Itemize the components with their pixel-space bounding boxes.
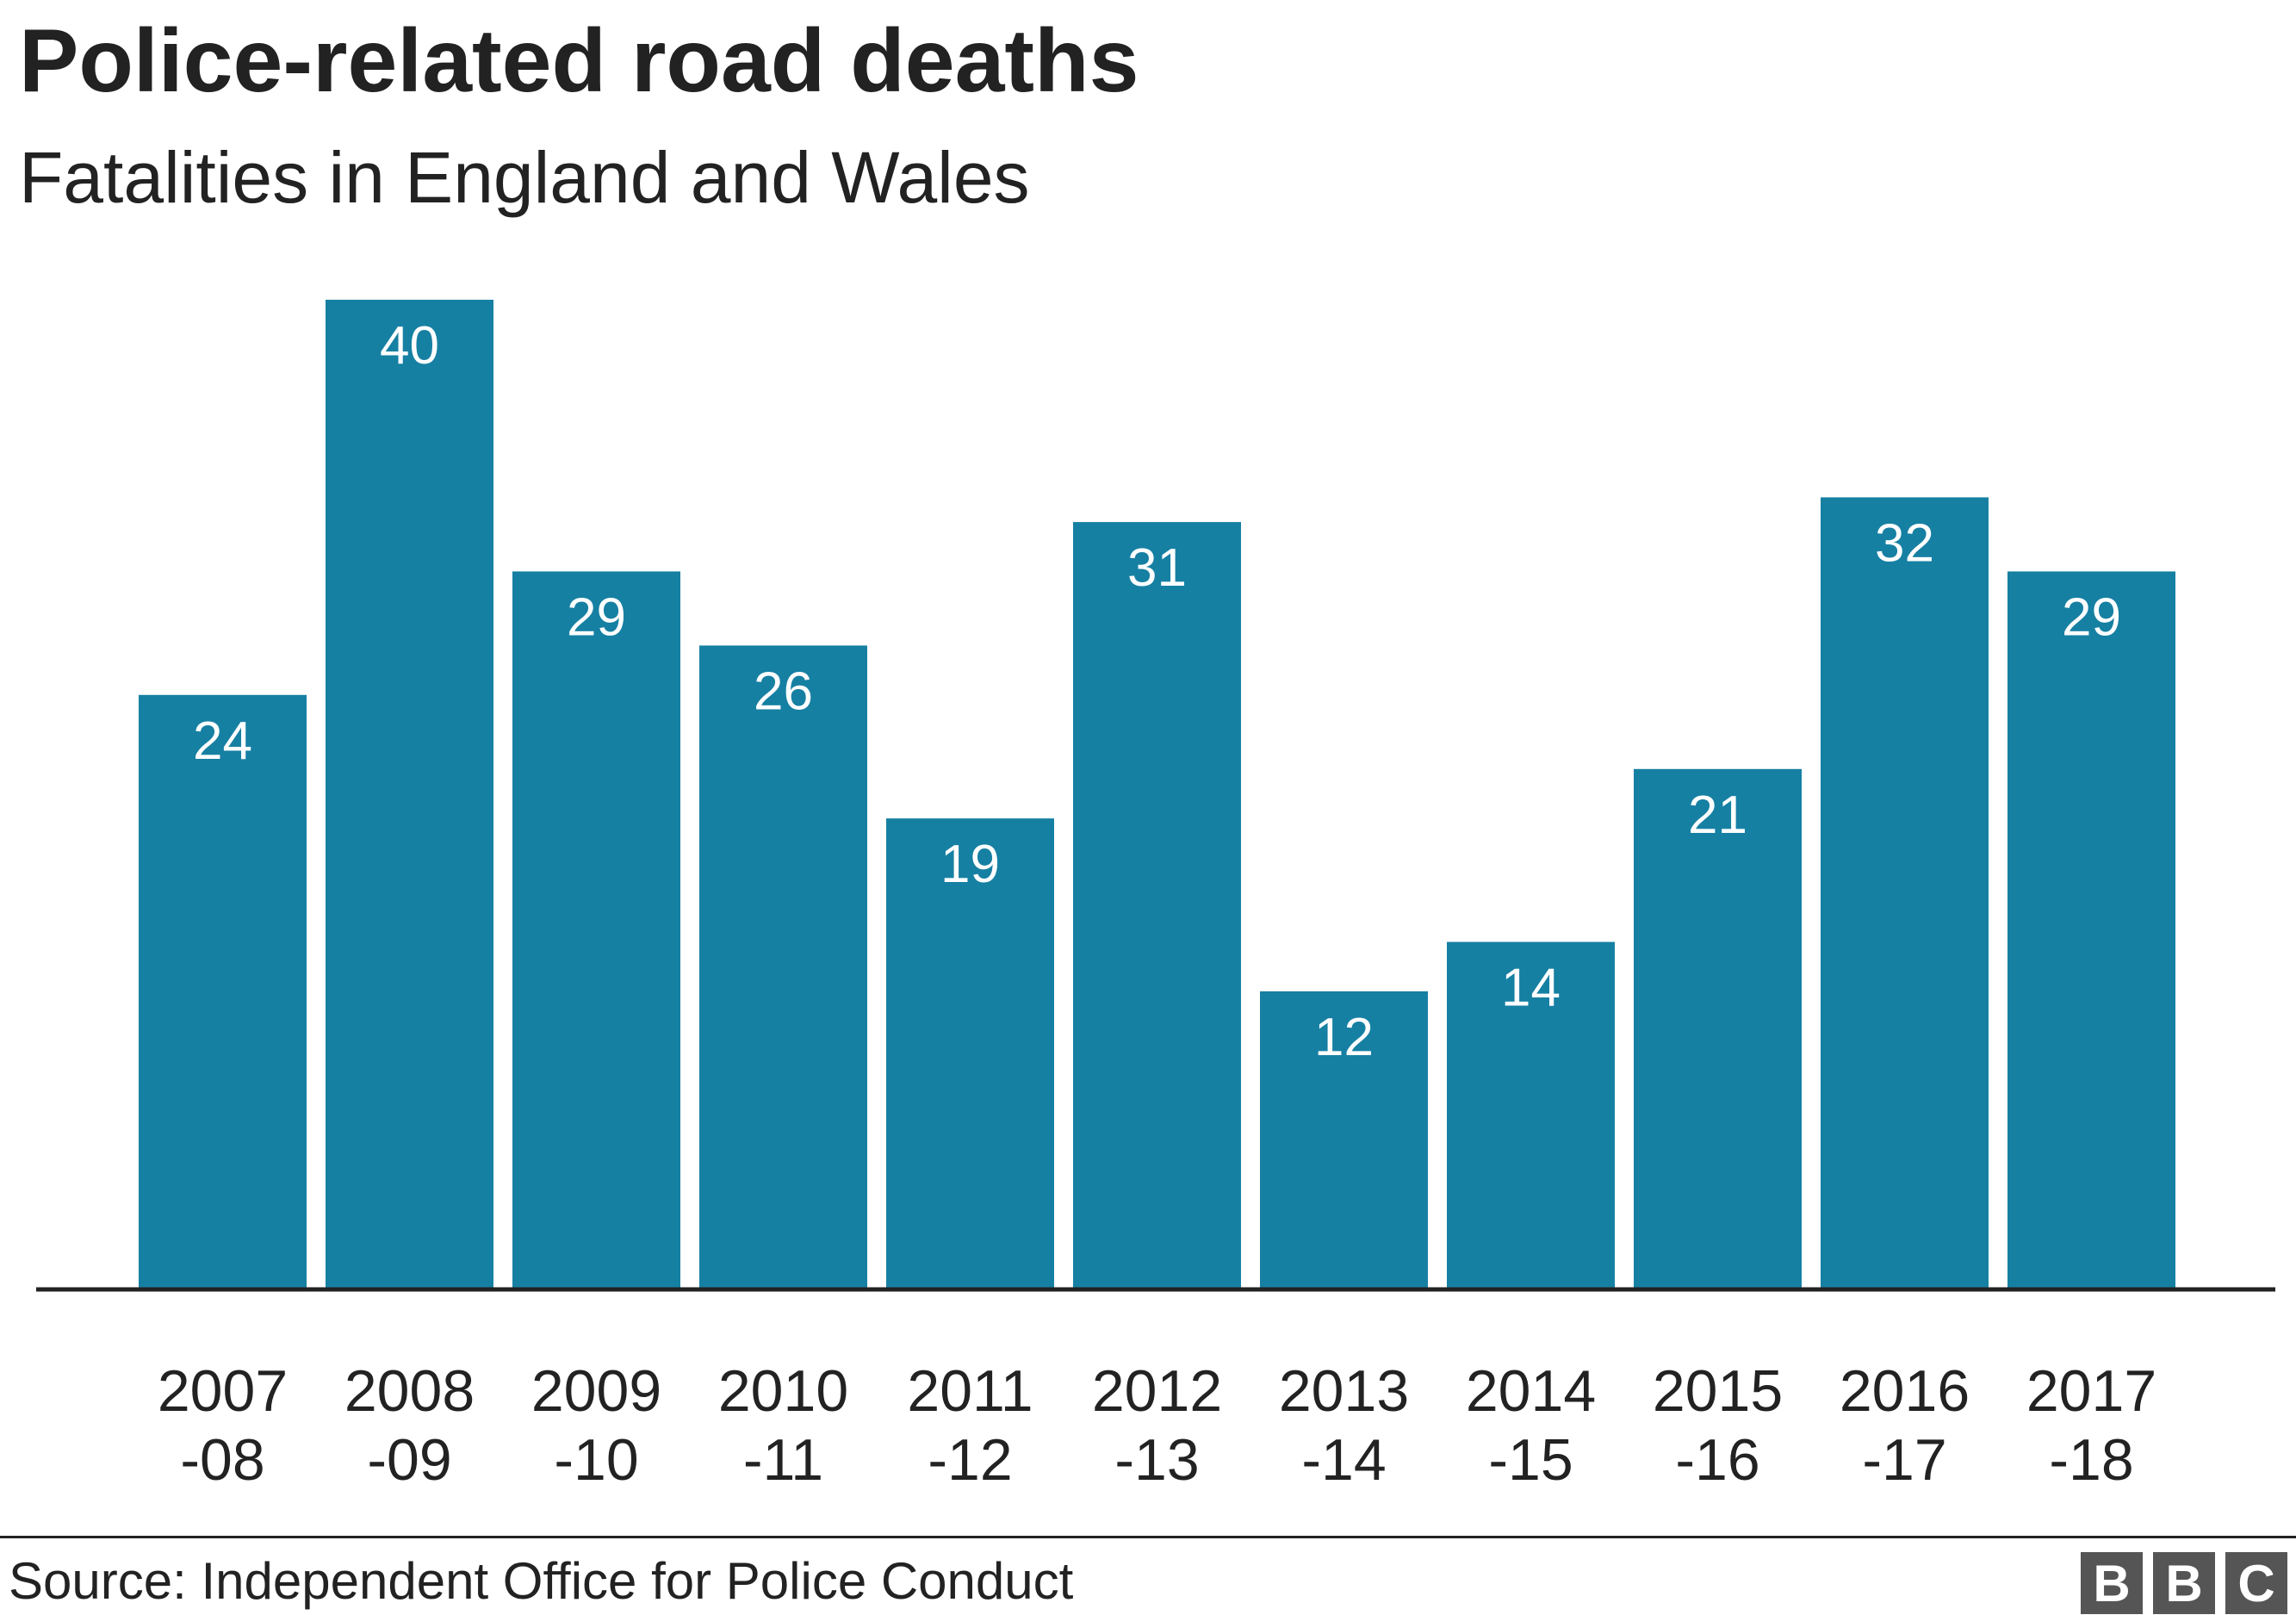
x-tick-label: 2015 -16 — [1653, 1358, 1783, 1493]
bar-2009-10 — [512, 571, 680, 1288]
bar-2017-18 — [2007, 571, 2175, 1288]
bar-2007-08 — [139, 694, 307, 1288]
source-note: Source: Independent Office for Police Co… — [9, 1552, 1074, 1610]
x-tick-label: 2014 -15 — [1466, 1358, 1596, 1493]
bar-2012-13 — [1073, 522, 1241, 1288]
x-tick-label: 2008 -09 — [344, 1358, 475, 1493]
x-tick-labels-group: 2007 -08 2008 -09 2009 -10 2010 -11 2011 -12 2012-… — [158, 1358, 2156, 1493]
bar-value-label: 32 — [1875, 513, 1934, 573]
bar-2011-12 — [886, 818, 1054, 1288]
bar-2015-16 — [1634, 768, 1802, 1288]
x-tick-label: 2016 -17 — [1840, 1358, 1970, 1493]
bbc-logo-letter-1: B — [2081, 1552, 2143, 1614]
bar-value-label: 31 — [1127, 538, 1187, 598]
bar-labels-group: 24 40 29 26 19 31 12 14 21 32 29 — [193, 316, 2121, 1067]
x-tick-label: 2007 -08 — [158, 1358, 288, 1493]
bbc-logo: B B C — [2081, 1552, 2287, 1614]
bbc-logo-letter-3: C — [2225, 1552, 2287, 1614]
bar-value-label: 26 — [754, 662, 813, 721]
x-tick-label: 2010 -11 — [718, 1358, 848, 1493]
x-tick-label: 2012 -13 — [1092, 1358, 1222, 1493]
bar-value-label: 14 — [1501, 959, 1561, 1018]
bar-value-label: 12 — [1314, 1008, 1374, 1067]
bar-2014-15 — [1447, 941, 1615, 1288]
bar-value-label: 29 — [567, 587, 626, 647]
bar-value-label: 40 — [380, 316, 439, 376]
bar-2008-09 — [326, 300, 493, 1288]
x-tick-label: 2011 -12 — [907, 1358, 1033, 1493]
bbc-logo-letter-2: B — [2153, 1552, 2215, 1614]
x-tick-label: 2009 -10 — [531, 1358, 661, 1493]
bar-value-label: 29 — [2062, 587, 2121, 647]
bars-group — [139, 300, 2175, 1288]
x-tick-label: 2013 -14 — [1279, 1358, 1409, 1493]
chart-subtitle: Fatalities in England and Wales — [19, 137, 1030, 218]
bar-value-label: 19 — [940, 835, 1000, 894]
bar-value-label: 21 — [1688, 786, 1747, 845]
bar-2010-11 — [699, 645, 867, 1288]
bar-value-label: 24 — [193, 711, 252, 771]
chart-title: Police-related road deaths — [19, 11, 1139, 111]
x-tick-label: 2017 -18 — [2026, 1358, 2156, 1493]
bar-2016-17 — [1821, 497, 1989, 1288]
footer-divider — [0, 1536, 2296, 1538]
bar-2013-14 — [1260, 991, 1428, 1288]
